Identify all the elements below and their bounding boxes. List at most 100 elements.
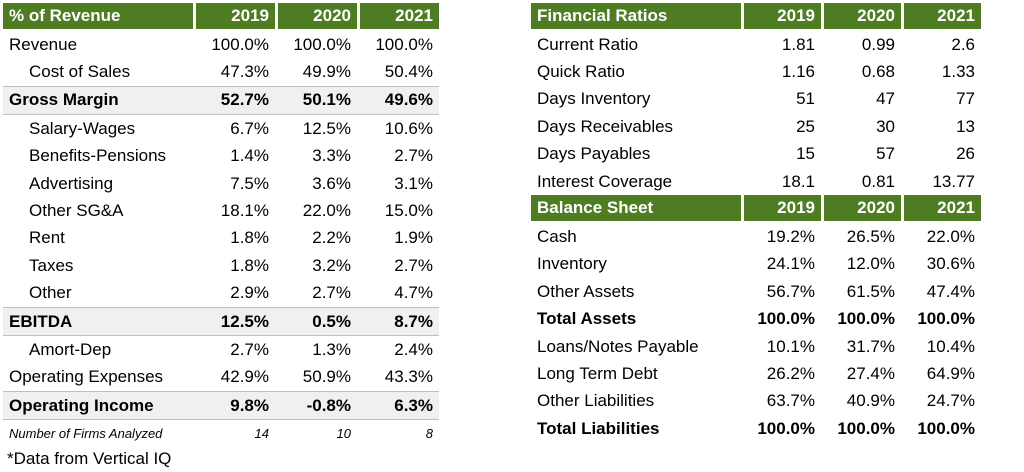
balance-header-title: Balance Sheet [531, 195, 741, 224]
ratio-value-2020: 0.99 [861, 34, 895, 54]
income-row: Amort-Dep 2.7% 1.3% 2.4% [3, 336, 439, 363]
income-row-label: Revenue [9, 34, 78, 54]
firms-analyzed-label: Number of Firms Analyzed [9, 426, 163, 442]
ratio-value-2020: 30 [876, 116, 895, 136]
income-value-2019: 12.5% [193, 306, 275, 337]
income-row-label: Operating Expenses [9, 367, 164, 387]
income-value-2021: 3.1% [394, 173, 433, 193]
balance-row-label: Total Liabilities [537, 418, 660, 438]
income-row: Gross Margin 52.7% 50.1% 49.6% [3, 85, 439, 116]
income-row: Rent 1.8% 2.2% 1.9% [3, 225, 439, 252]
balance-row: Loans/Notes Payable 10.1% 31.7% 10.4% [531, 333, 981, 360]
balance-header-2019: 2019 [741, 195, 821, 224]
income-row: Other SG&A 18.1% 22.0% 15.0% [3, 197, 439, 224]
income-value-2020: 50.9% [302, 367, 351, 387]
income-row: Benefits-Pensions 1.4% 3.3% 2.7% [3, 143, 439, 170]
balance-row: Total Assets 100.0% 100.0% 100.0% [531, 306, 981, 333]
income-value-2020: 22.0% [302, 201, 351, 221]
ratio-row-label: Interest Coverage [537, 171, 673, 191]
income-value-2021: 15.0% [384, 201, 433, 221]
balance-value-2020: 26.5% [846, 227, 895, 247]
ratio-value-2021: 1.33 [941, 62, 975, 82]
balance-value-2021: 47.4% [926, 281, 975, 301]
income-value-2021: 10.6% [384, 118, 433, 138]
ratio-row-label: Current Ratio [537, 34, 639, 54]
income-row: EBITDA 12.5% 0.5% 8.7% [3, 306, 439, 337]
ratio-row-label: Days Receivables [537, 116, 674, 136]
balance-row-label: Long Term Debt [537, 363, 658, 383]
balance-value-2021: 10.4% [926, 336, 975, 356]
balance-row-label: Other Liabilities [537, 391, 655, 411]
firms-analyzed-2021: 8 [425, 426, 433, 442]
income-header-row: % of Revenue 2019 2020 2021 [3, 3, 439, 31]
ratio-value-2020: 57 [876, 144, 895, 164]
ratio-value-2021: 77 [956, 89, 975, 109]
ratios-balance-table: Financial Ratios 2019 2020 2021 Current … [531, 3, 981, 442]
ratio-value-2021: 13 [956, 116, 975, 136]
ratio-value-2019: 15 [796, 144, 815, 164]
ratio-value-2021: 13.77 [932, 171, 975, 191]
income-value-2019: 1.4% [230, 146, 269, 166]
income-header-2020: 2020 [275, 3, 357, 31]
ratios-header-2019: 2019 [741, 3, 821, 31]
income-row-label: Benefits-Pensions [29, 146, 167, 166]
balance-row: Inventory 24.1% 12.0% 30.6% [531, 251, 981, 278]
income-value-2021: 43.3% [384, 367, 433, 387]
balance-header-2020: 2020 [821, 195, 901, 224]
balance-row-label: Inventory [537, 254, 607, 274]
income-row-label: Other [29, 283, 72, 303]
income-row-label: Taxes [29, 255, 74, 275]
balance-value-2019: 10.1% [766, 336, 815, 356]
ratios-header-2020: 2020 [821, 3, 901, 31]
balance-header-2021: 2021 [901, 195, 981, 224]
income-row-label: Cost of Sales [29, 62, 131, 82]
income-row: Cost of Sales 47.3% 49.9% 50.4% [3, 58, 439, 85]
balance-value-2020: 40.9% [846, 391, 895, 411]
ratio-row: Days Payables 15 57 26 [531, 141, 981, 168]
ratio-value-2020: 47 [876, 89, 895, 109]
income-value-2020: 3.2% [312, 255, 351, 275]
income-value-2021: 4.7% [394, 283, 433, 303]
footnote: *Data from Vertical IQ [7, 449, 172, 468]
balance-value-2021: 100.0% [917, 309, 975, 329]
income-value-2019: 1.8% [230, 228, 269, 248]
income-value-2019: 2.9% [230, 283, 269, 303]
ratios-header-2021: 2021 [901, 3, 981, 31]
income-value-2019: 100.0% [211, 34, 269, 54]
balance-value-2019: 19.2% [766, 227, 815, 247]
income-row-label: EBITDA [3, 306, 193, 337]
ratio-row: Quick Ratio 1.16 0.68 1.33 [531, 58, 981, 85]
income-value-2019: 9.8% [193, 391, 275, 421]
income-value-2021: 2.7% [394, 146, 433, 166]
balance-row: Cash 19.2% 26.5% 22.0% [531, 223, 981, 250]
balance-row-label: Other Assets [537, 281, 635, 301]
firms-analyzed-2019: 14 [254, 426, 269, 442]
income-value-2020: 50.1% [275, 85, 357, 116]
income-value-2020: 3.3% [312, 146, 351, 166]
income-row-label: Operating Income [3, 391, 193, 421]
ratio-row: Interest Coverage 18.1 0.81 13.77 [531, 168, 981, 195]
income-row-label: Amort-Dep [29, 339, 112, 359]
income-value-2019: 2.7% [230, 339, 269, 359]
ratio-value-2019: 25 [796, 116, 815, 136]
balance-row: Total Liabilities 100.0% 100.0% 100.0% [531, 415, 981, 442]
ratio-value-2021: 2.6 [951, 34, 975, 54]
ratio-row-label: Days Payables [537, 144, 651, 164]
income-row-label: Advertising [29, 173, 114, 193]
income-value-2019: 47.3% [220, 62, 269, 82]
income-value-2019: 6.7% [230, 118, 269, 138]
balance-value-2019: 63.7% [766, 391, 815, 411]
balance-value-2019: 24.1% [766, 254, 815, 274]
firms-analyzed-row: Number of Firms Analyzed 14 10 8 [3, 420, 439, 447]
ratio-value-2019: 51 [796, 89, 815, 109]
ratio-value-2021: 26 [956, 144, 975, 164]
balance-row-label: Total Assets [537, 309, 637, 329]
balance-value-2021: 64.9% [926, 363, 975, 383]
income-value-2019: 18.1% [220, 201, 269, 221]
income-row-label: Other SG&A [29, 201, 124, 221]
income-header-2019: 2019 [193, 3, 275, 31]
income-value-2020: 0.5% [275, 306, 357, 337]
income-row: Revenue 100.0% 100.0% 100.0% [3, 31, 439, 58]
income-value-2019: 42.9% [220, 367, 269, 387]
income-value-2019: 52.7% [193, 85, 275, 116]
